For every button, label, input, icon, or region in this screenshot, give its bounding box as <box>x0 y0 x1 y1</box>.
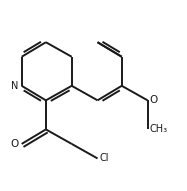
Text: CH₃: CH₃ <box>149 124 167 134</box>
Text: Cl: Cl <box>99 153 109 163</box>
Text: N: N <box>11 81 19 91</box>
Text: O: O <box>10 139 19 149</box>
Text: O: O <box>149 95 157 105</box>
